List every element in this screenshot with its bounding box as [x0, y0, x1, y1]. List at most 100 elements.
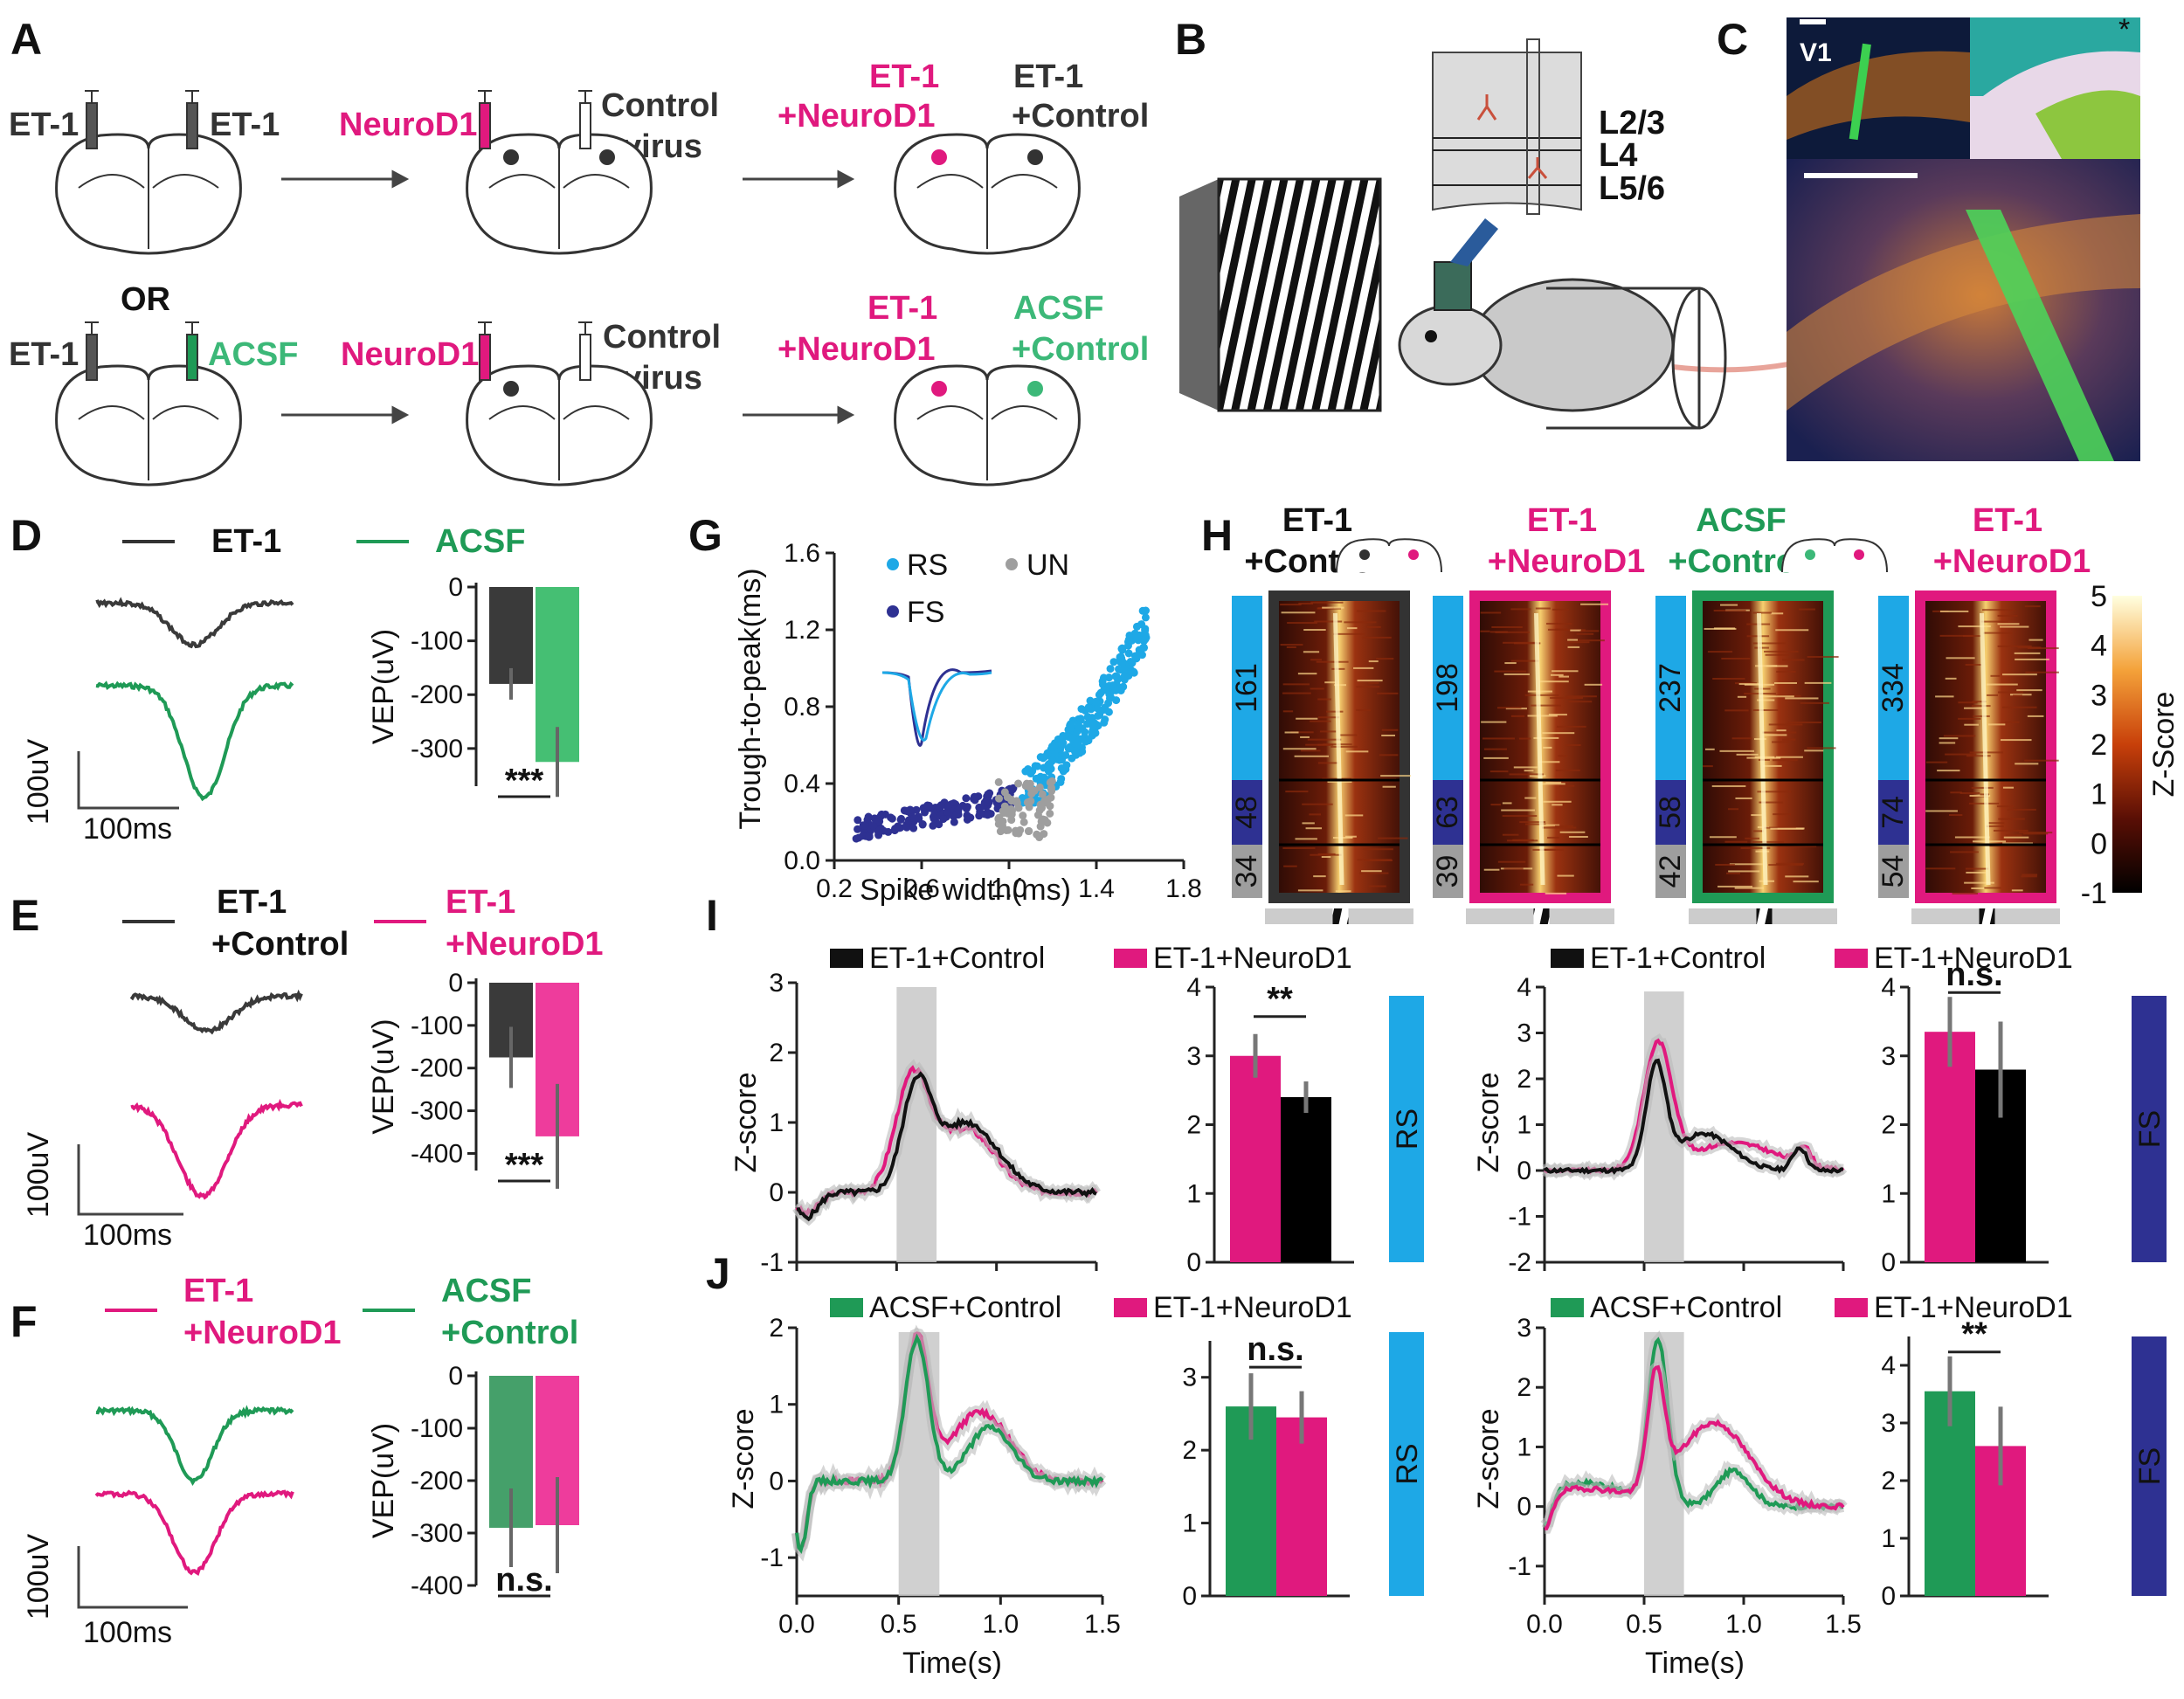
scatter-point-rs — [1073, 727, 1082, 736]
h-heatmap-row — [1524, 694, 1559, 696]
injection-dot — [1027, 381, 1043, 397]
syringe-icon — [579, 102, 591, 149]
h-heatmap-row — [1939, 742, 1956, 744]
tick-label: 2 — [1517, 1373, 1531, 1402]
h-response-band — [1757, 612, 1768, 886]
h-heatmap-row — [1952, 892, 1978, 894]
h-rs-bar — [1655, 596, 1686, 780]
a-row1-right-label: ET-1 — [210, 107, 280, 143]
tick-label: 4 — [1186, 973, 1201, 1002]
colorbar-tick: 4 — [2091, 630, 2107, 663]
h-heatmap-row — [1282, 710, 1294, 713]
scale-bar — [1804, 173, 1918, 178]
tick-label: -200 — [411, 1054, 463, 1083]
h-heatmap-row — [1751, 814, 1763, 817]
h-heatmap-row — [1543, 746, 1552, 749]
h-heatmap-row — [1378, 837, 1408, 839]
h-heatmap-row — [1984, 887, 2001, 889]
h-heatmap-row — [1798, 608, 1815, 611]
scatter-point-un — [1019, 812, 1027, 820]
tick-label: 4 — [1881, 1351, 1896, 1380]
scatter-point-rs — [1044, 761, 1053, 770]
h-heatmap-row — [1482, 737, 1515, 740]
h-heatmap-row — [1776, 756, 1803, 758]
scatter-point-rs — [1106, 665, 1115, 673]
h-heatmap-row — [1987, 694, 1998, 696]
legend-swatch — [1835, 1298, 1868, 1317]
scatter-point-un — [1007, 807, 1016, 816]
tick-label: 0 — [1182, 1582, 1197, 1611]
h-heatmap-row — [1972, 701, 1987, 703]
h-heatmap-row — [2009, 694, 2032, 696]
h-heatmap-row — [1547, 836, 1559, 839]
f-vep-trace-neurod1 — [94, 1489, 294, 1576]
h-heatmap-row — [1480, 630, 1490, 632]
scatter-point-un — [999, 807, 1007, 816]
scatter-point-un — [994, 815, 1003, 824]
h-heatmap-row — [1958, 625, 1991, 628]
h-heatmap-row — [1770, 827, 1804, 830]
h-heatmap-row — [1325, 710, 1344, 713]
h-brain-dot — [1805, 549, 1815, 560]
h-un-count: 54 — [1876, 855, 1910, 888]
scatter-point-fs — [984, 790, 992, 798]
trace-line — [1544, 1058, 1844, 1175]
scatter-point-fs — [984, 811, 992, 819]
h-heatmap-row — [1958, 701, 1978, 704]
h-heatmap-row — [1531, 704, 1561, 707]
h-heatmap-row — [1773, 813, 1791, 816]
h-heatmap-row — [1755, 850, 1770, 853]
legend-swatch — [1835, 949, 1868, 968]
h-heatmap-row — [1381, 729, 1399, 731]
scatter-point-rs — [1065, 733, 1074, 742]
h-heatmap-row — [1529, 775, 1546, 777]
scatter-point-rs — [1135, 650, 1144, 659]
h-heatmap-row — [1774, 681, 1797, 684]
h-heatmap-row — [2000, 625, 2029, 628]
h-heatmap-row — [1280, 604, 1302, 606]
panel-label-i: I — [706, 891, 718, 940]
h-heatmap-row — [1764, 826, 1796, 829]
a-row1-left-label: ET-1 — [9, 107, 79, 143]
h-heatmap-row — [1558, 755, 1568, 757]
h-heatmap-row — [1943, 735, 1976, 737]
h-heatmap-row — [1489, 770, 1509, 773]
legend-label: ACSF+Control — [869, 1291, 1061, 1324]
h-heatmap-row — [1481, 721, 1507, 723]
h-heatmap-row — [1939, 634, 1974, 637]
syringe-icon — [186, 334, 198, 381]
h-heatmap-row — [1939, 737, 1959, 740]
h-heatmap-row — [1317, 853, 1336, 855]
h-heatmap-row — [1986, 683, 2018, 686]
h-heatmap-row — [1728, 870, 1760, 873]
tick-label: 2 — [1182, 1436, 1197, 1465]
h-heatmap-row — [1782, 659, 1805, 661]
h-heatmap-row — [1283, 865, 1297, 867]
colorbar-label: Z-Score — [2147, 692, 2181, 798]
scatter-point-rs — [1089, 717, 1097, 726]
h-heatmap-row — [1770, 612, 1784, 615]
h-heatmap-row — [1971, 887, 1986, 889]
scatter-point-rs — [1109, 658, 1118, 666]
h-heatmap-row — [1496, 707, 1522, 709]
y-axis-label: VEP(uV) — [367, 1019, 400, 1134]
h-heatmap-row — [1763, 764, 1782, 767]
a-row1-control: Control — [601, 87, 719, 124]
h-heatmap-row — [1759, 695, 1794, 698]
h-brain-dot — [1854, 549, 1864, 560]
tick-label: -1 — [1508, 1552, 1531, 1581]
h-rs-bar — [1232, 596, 1262, 780]
h-heatmap-row — [1310, 720, 1331, 722]
trace-line — [1544, 1364, 1845, 1530]
legend-swatch — [1551, 949, 1584, 968]
a-row1-res2b: +Control — [1012, 98, 1149, 135]
h-heatmap-row — [1366, 625, 1381, 628]
tick-label: 1 — [1881, 1179, 1896, 1208]
tick-label: 1.8 — [1165, 874, 1202, 903]
h-heatmap-row — [1785, 697, 1819, 700]
h-fs-bar — [1433, 780, 1463, 845]
scatter-point-fs — [1008, 784, 1017, 793]
h-heatmap-row — [1726, 872, 1741, 874]
scatter-point-rs — [1141, 613, 1150, 622]
